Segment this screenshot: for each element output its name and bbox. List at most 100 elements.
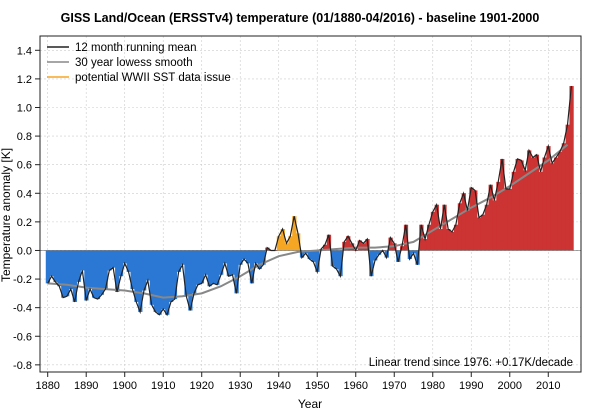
anomaly-bar [138, 250, 143, 312]
x-tick-label: 1890 [74, 380, 98, 392]
anomaly-bar [376, 250, 382, 255]
anomaly-bar [130, 250, 135, 290]
x-tick-label: 1880 [35, 380, 59, 392]
x-tick-label: 1990 [459, 380, 483, 392]
y-tick-label: 0.4 [17, 188, 32, 200]
anomaly-bar [61, 250, 66, 298]
anomaly-bar [296, 233, 301, 251]
y-tick-label: 0.0 [17, 245, 32, 257]
anomaly-bar [550, 163, 555, 251]
x-tick-label: 1950 [305, 380, 329, 392]
legend-label-running-mean: 12 month running mean [75, 42, 196, 54]
anomaly-bar [330, 250, 335, 267]
anomaly-bar [480, 214, 486, 251]
anomaly-bar [477, 217, 482, 251]
anomaly-bar [126, 250, 131, 272]
anomaly-bar [226, 250, 232, 277]
anomaly-bar [118, 250, 124, 277]
anomaly-bar [195, 250, 201, 285]
anomaly-bar [91, 250, 97, 298]
anomaly-bar [326, 234, 332, 251]
running-mean-line [47, 85, 572, 317]
anomaly-bar [284, 243, 289, 251]
anomaly-bar [307, 250, 312, 260]
x-tick-label: 1930 [228, 380, 252, 392]
anomaly-bar [184, 250, 189, 297]
anomaly-bar [519, 160, 524, 251]
anomaly-bar [511, 171, 516, 251]
anomaly-bar [192, 250, 197, 294]
anomaly-bar [411, 250, 416, 254]
anomaly-bar [288, 236, 293, 251]
anomaly-bar [45, 250, 51, 284]
anomaly-bar [507, 188, 513, 251]
anomaly-bar [523, 170, 528, 251]
anomaly-bar [515, 158, 520, 251]
anomaly-bar [276, 236, 282, 251]
anomaly-bar [168, 250, 174, 302]
anomaly-bar [149, 250, 154, 305]
anomaly-bar [107, 250, 112, 271]
anomaly-bar [450, 231, 455, 251]
anomaly-bar [426, 224, 432, 251]
anomaly-bar [145, 250, 151, 281]
anomaly-bar [503, 188, 509, 251]
y-tick-label: -0.8 [13, 360, 32, 372]
anomaly-bar [234, 250, 239, 294]
anomaly-bar [369, 250, 374, 277]
anomaly-bar [68, 250, 74, 290]
anomaly-bar [80, 250, 85, 271]
anomaly-bar [457, 203, 463, 251]
anomaly-bar [176, 250, 181, 272]
anomaly-bar [396, 250, 401, 262]
y-tick-label: -0.2 [13, 274, 32, 286]
anomaly-bar [246, 250, 251, 264]
x-tick-label: 1910 [151, 380, 175, 392]
anomaly-bar [165, 250, 170, 315]
anomaly-bar [222, 250, 228, 264]
anomaly-bar [453, 224, 459, 251]
anomaly-bar [338, 250, 343, 277]
anomaly-bar [199, 250, 205, 284]
anomaly-bar [446, 229, 451, 251]
x-tick-label: 1960 [344, 380, 368, 392]
x-tick-label: 2010 [536, 380, 560, 392]
anomaly-bar [215, 250, 220, 285]
x-axis-label: Year [298, 397, 322, 411]
anomaly-bar [469, 187, 474, 251]
lowess-line [47, 143, 569, 299]
anomaly-bar [465, 210, 470, 251]
anomaly-bar [546, 146, 551, 251]
anomaly-bar [280, 229, 285, 251]
anomaly-bar [461, 193, 466, 251]
anomaly-bar [342, 241, 347, 251]
anomaly-bar [292, 216, 297, 251]
anomaly-bar [311, 250, 316, 262]
anomaly-bar [323, 244, 328, 251]
anomaly-bar [142, 250, 147, 291]
anomaly-bar [253, 250, 258, 264]
anomaly-bar [538, 171, 543, 251]
anomaly-bar [334, 250, 339, 270]
anomaly-bar [530, 157, 536, 251]
chart-title: GISS Land/Ocean (ERSSTv4) temperature (0… [61, 11, 540, 25]
anomaly-bar [88, 250, 93, 290]
anomaly-bar [400, 246, 405, 251]
anomaly-bar [569, 86, 574, 251]
anomaly-bar [161, 250, 166, 310]
anomaly-bar [542, 157, 547, 251]
legend-label-lowess: 30 year lowess smooth [75, 57, 193, 69]
anomaly-bar [111, 250, 116, 268]
anomaly-bar [172, 250, 178, 300]
anomaly-bar [561, 143, 566, 251]
anomaly-bar [388, 237, 393, 251]
y-tick-label: 1.2 [17, 74, 32, 86]
x-tick-label: 1970 [382, 380, 406, 392]
trend-annotation: Linear trend since 1976: +0.17K/decade [369, 357, 573, 369]
anomaly-bar [84, 250, 89, 301]
anomaly-bar [115, 250, 120, 292]
anomaly-bar [72, 250, 77, 302]
axis-layer: 1880 1890 1900 1910 1920 1930 1940 1950 1960 1970… [13, 45, 560, 392]
anomaly-bar [153, 250, 158, 312]
